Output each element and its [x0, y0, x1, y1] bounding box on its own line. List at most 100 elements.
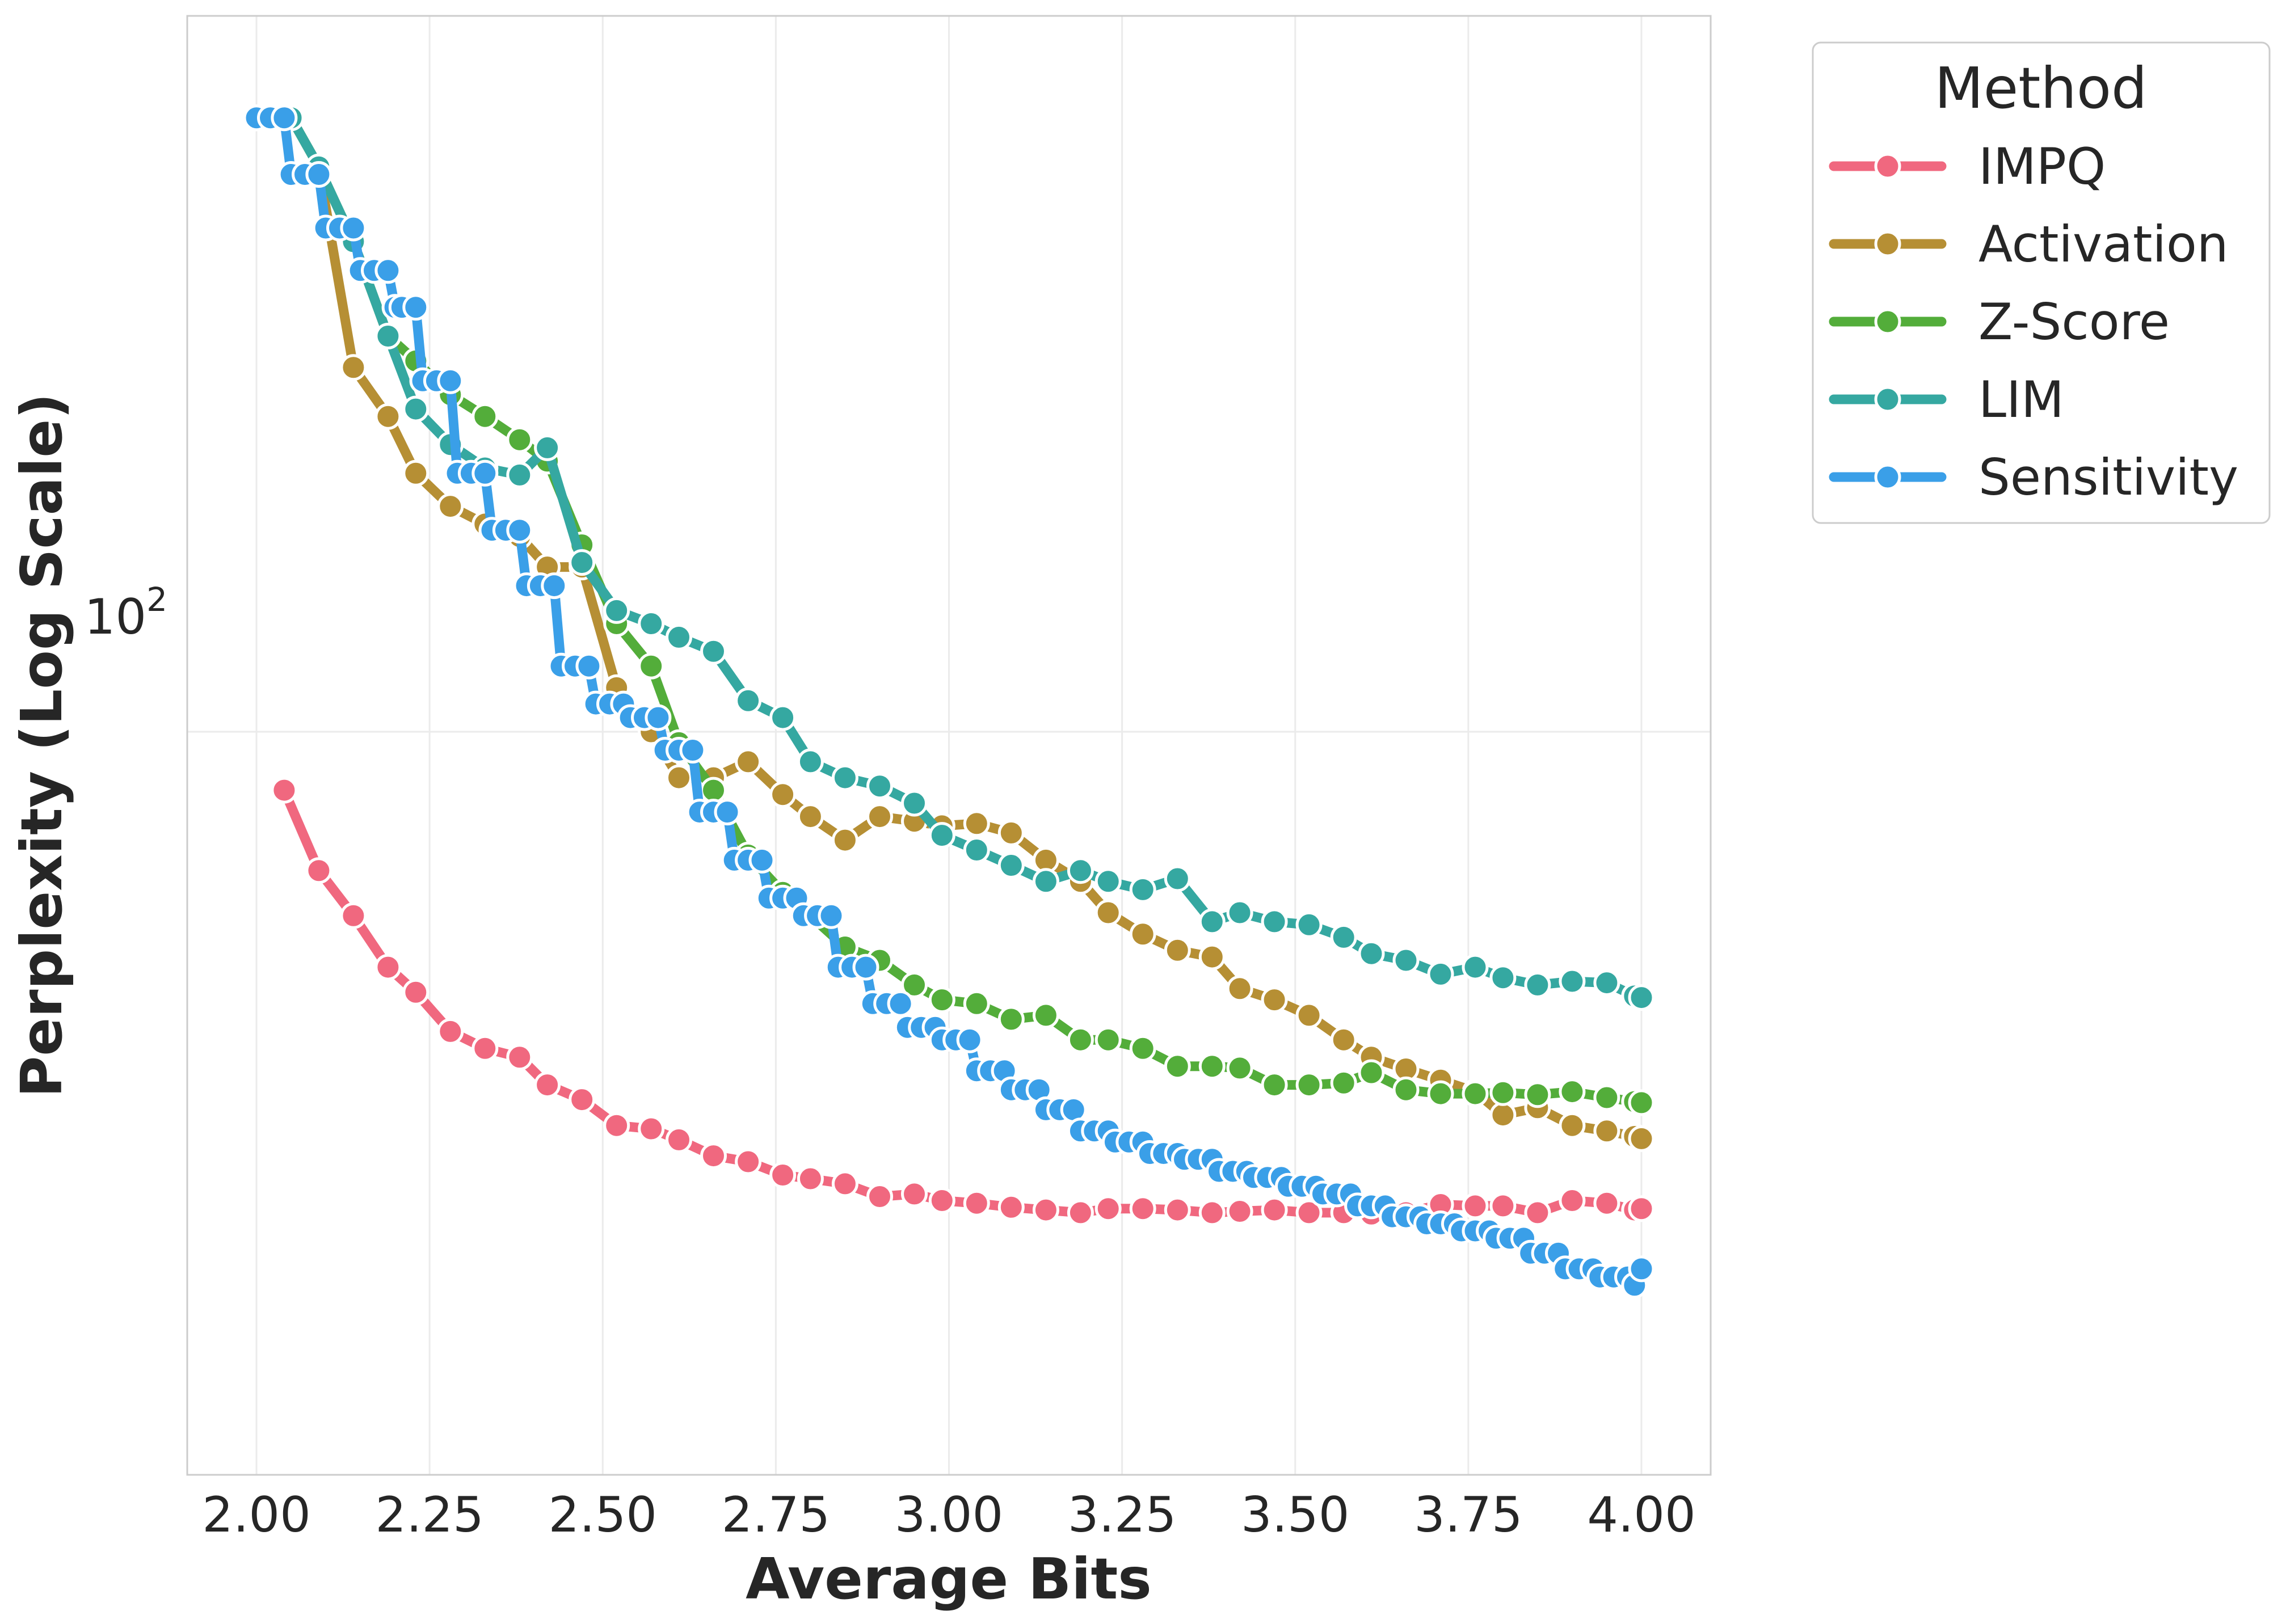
data-point [1261, 1196, 1288, 1224]
data-point [1392, 1076, 1420, 1103]
data-point [831, 764, 858, 791]
data-point [374, 323, 402, 349]
data-point [1593, 1117, 1620, 1145]
data-point [1295, 1002, 1323, 1029]
data-point [956, 1026, 983, 1053]
data-point [271, 777, 298, 804]
data-point [1524, 1199, 1551, 1226]
legend-title: Method [1934, 55, 2147, 121]
data-point [1427, 1080, 1454, 1107]
data-point [769, 781, 797, 808]
data-point [769, 1162, 797, 1188]
x-tick-label: 3.25 [1068, 1487, 1176, 1543]
data-point [506, 1044, 533, 1071]
data-point [1032, 868, 1059, 895]
data-point [700, 777, 727, 804]
data-point [1462, 1080, 1489, 1107]
data-point [866, 803, 893, 830]
data-point [471, 403, 499, 430]
data-point [1427, 960, 1454, 988]
data-point [1559, 1187, 1586, 1214]
data-point [402, 978, 430, 1006]
data-point [569, 549, 596, 576]
y-tick-labels: 102 [85, 580, 167, 646]
data-point [569, 1086, 596, 1113]
data-point [997, 852, 1025, 879]
data-point [305, 161, 332, 188]
legend-marker [1874, 308, 1901, 335]
data-point [1524, 1081, 1551, 1108]
data-point [1094, 868, 1122, 895]
data-point [340, 214, 367, 242]
data-point [1489, 1079, 1517, 1106]
data-point [700, 638, 727, 665]
data-point [1489, 1102, 1517, 1129]
x-tick-label: 2.75 [722, 1487, 830, 1543]
legend-marker [1874, 463, 1901, 491]
data-point [666, 764, 692, 791]
data-point [1330, 923, 1357, 951]
data-point [831, 826, 858, 854]
data-point [866, 1183, 893, 1210]
data-point [1164, 1196, 1191, 1224]
data-point [402, 294, 430, 321]
data-point [1032, 1196, 1059, 1224]
data-point [1559, 968, 1586, 995]
data-point [1462, 954, 1489, 981]
data-point [1330, 1069, 1357, 1096]
data-point [340, 354, 367, 381]
data-point [928, 822, 955, 849]
data-point [1164, 865, 1191, 892]
data-point [700, 1142, 727, 1170]
legend-entry: LIM [1829, 370, 2064, 429]
data-point [818, 902, 845, 929]
legend-entry: Activation [1829, 215, 2229, 273]
data-point [887, 990, 914, 1017]
data-point [866, 773, 893, 800]
data-point [534, 1072, 561, 1099]
data-point [997, 819, 1025, 846]
data-point [271, 104, 298, 132]
x-tick-label: 2.25 [375, 1487, 483, 1543]
data-point [374, 257, 402, 284]
data-point [1129, 876, 1156, 903]
legend: Method IMPQ Activation Z-Score LIM Sensitivi… [1812, 41, 2271, 524]
data-point [1489, 1192, 1517, 1220]
data-point [666, 623, 692, 651]
data-point [997, 1006, 1025, 1033]
data-point [1032, 1002, 1059, 1029]
legend-label: IMPQ [1978, 137, 2106, 196]
legend-entry: Sensitivity [1829, 448, 2238, 507]
data-point [1489, 964, 1517, 992]
legend-marker [1874, 230, 1901, 258]
data-point [1628, 1255, 1655, 1283]
y-axis-title: Perplexity (Log Scale) [9, 393, 75, 1098]
x-tick-label: 3.00 [895, 1487, 1003, 1543]
legend-label: LIM [1978, 370, 2064, 429]
data-point [1593, 969, 1620, 997]
data-point [1628, 1125, 1655, 1152]
data-point [1198, 908, 1226, 935]
data-point [963, 810, 990, 837]
series-sensitivity [243, 104, 1655, 1299]
data-point [735, 1148, 762, 1175]
data-point [1261, 986, 1288, 1014]
data-point [963, 837, 990, 863]
data-point [305, 857, 332, 884]
data-point [1559, 1078, 1586, 1106]
data-point [1330, 1026, 1357, 1053]
data-point [1261, 1072, 1288, 1099]
data-point [714, 799, 741, 826]
data-point [1198, 1053, 1226, 1080]
data-point [1094, 899, 1122, 926]
legend-label: Activation [1978, 215, 2229, 273]
data-point [340, 902, 367, 929]
data-point [769, 704, 797, 731]
data-point [471, 1035, 499, 1062]
data-point [901, 971, 928, 998]
legend-marker [1874, 153, 1901, 180]
data-point [901, 1180, 928, 1208]
data-point [666, 1126, 692, 1153]
x-tick-label: 4.00 [1587, 1487, 1695, 1543]
